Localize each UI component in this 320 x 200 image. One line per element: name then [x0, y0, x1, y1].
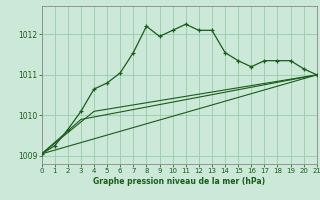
X-axis label: Graphe pression niveau de la mer (hPa): Graphe pression niveau de la mer (hPa)	[93, 177, 265, 186]
